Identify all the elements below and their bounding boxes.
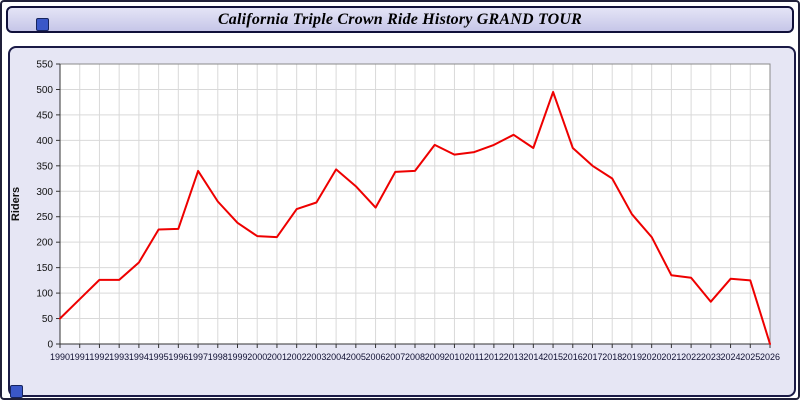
x-tick-label: 1993	[109, 352, 129, 362]
chart-panel: Riders 0 50 100 150 200 250 300 350 400 450 500 550…	[8, 46, 796, 397]
x-tick-label: 2023	[701, 352, 721, 362]
x-tick-label: 1997	[188, 352, 208, 362]
x-tick-label: 2000	[247, 352, 267, 362]
y-axis-label: Riders	[10, 186, 22, 222]
x-tick-label: 2008	[405, 352, 425, 362]
y-tick-label: 550	[36, 60, 53, 71]
blue-square-icon	[10, 385, 23, 398]
x-tick-label: 1990	[50, 352, 70, 362]
x-tick-label: 2020	[642, 352, 662, 362]
x-tick-label: 2025	[740, 352, 760, 362]
x-tick-label: 2010	[444, 352, 464, 362]
y-tick-label: 350	[36, 161, 53, 172]
x-tick-label: 2016	[563, 352, 583, 362]
x-tick-label: 2024	[721, 352, 741, 362]
x-tick-label: 1991	[70, 352, 90, 362]
y-tick-label: 300	[36, 187, 53, 198]
x-tick-label: 1995	[149, 352, 169, 362]
x-tick-label: 2017	[582, 352, 602, 362]
x-tick-label: 2014	[523, 352, 543, 362]
x-tick-label: 2006	[366, 352, 386, 362]
x-tick-label: 2012	[484, 352, 504, 362]
x-tick-label: 2004	[326, 352, 346, 362]
y-tick-label: 250	[36, 212, 53, 223]
x-tick-label: 2007	[385, 352, 405, 362]
blue-square-icon	[36, 18, 49, 31]
y-tick-label: 400	[36, 136, 53, 147]
x-tick-label: 2019	[622, 352, 642, 362]
x-tick-label: 2015	[543, 352, 563, 362]
x-tick-label: 2003	[306, 352, 326, 362]
x-tick-label: 2022	[681, 352, 701, 362]
x-tick-label: 1998	[208, 352, 228, 362]
ride-history-line	[59, 91, 771, 345]
y-tick-label: 500	[36, 85, 53, 96]
y-tick-label: 450	[36, 110, 53, 121]
x-tick-label: 2026	[760, 352, 780, 362]
x-tick-label: 2005	[346, 352, 366, 362]
x-tick-label: 1999	[227, 352, 247, 362]
x-tick-label: 2011	[464, 352, 483, 362]
x-tick-label: 2013	[504, 352, 524, 362]
y-tick-label: 100	[36, 289, 53, 300]
x-tick-label: 2018	[602, 352, 622, 362]
x-tick-label: 2021	[661, 352, 681, 362]
x-tick-label: 1994	[129, 352, 149, 362]
x-tick-label: 2002	[287, 352, 307, 362]
title-bar: California Triple Crown Ride History GRA…	[6, 6, 794, 33]
x-tick-label: 2009	[425, 352, 445, 362]
x-tick-label: 1992	[89, 352, 109, 362]
y-tick-label: 50	[42, 314, 54, 325]
page-title: California Triple Crown Ride History GRA…	[217, 10, 583, 28]
y-tick-label: 0	[47, 340, 53, 351]
x-tick-label: 2001	[267, 352, 287, 362]
y-tick-label: 150	[36, 263, 53, 274]
x-tick-label: 1996	[168, 352, 188, 362]
y-tick-label: 200	[36, 238, 53, 249]
